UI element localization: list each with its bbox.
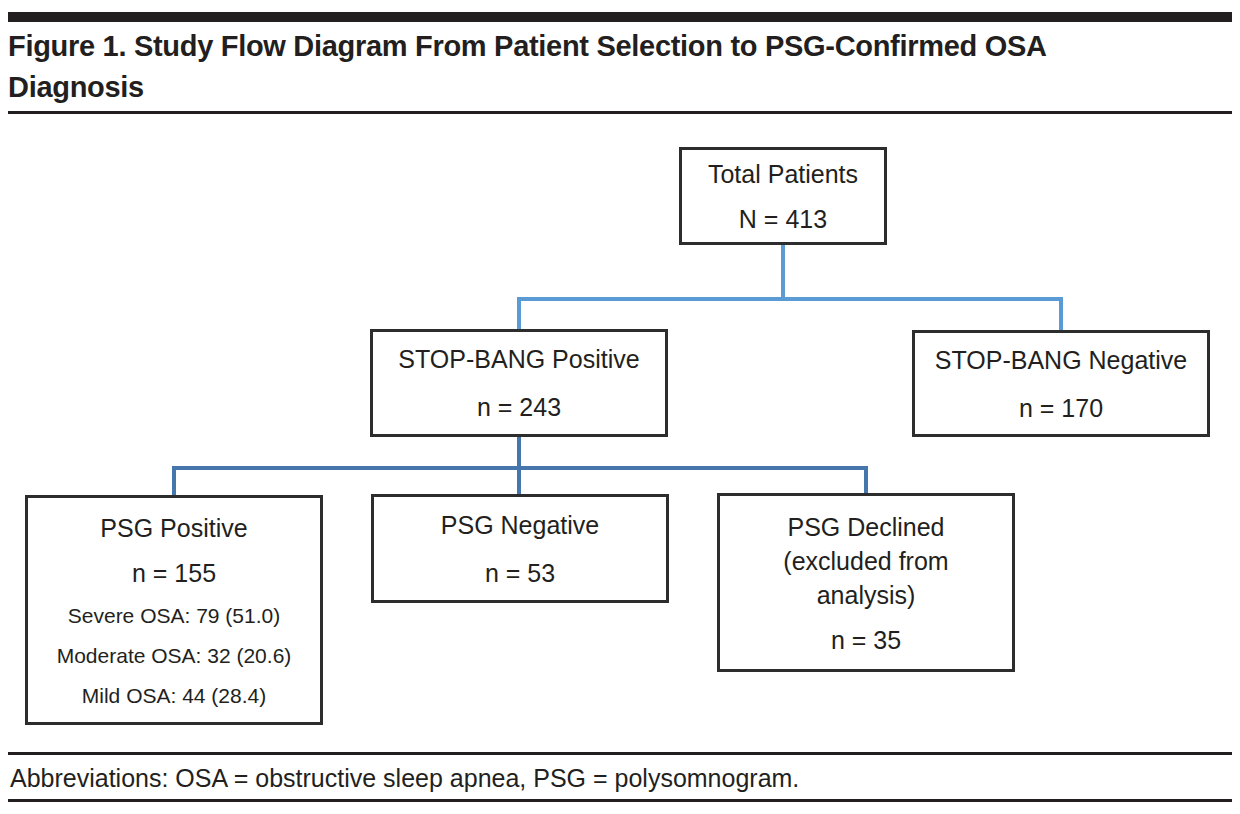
stopbang-positive-count: n = 243 bbox=[477, 392, 561, 422]
stopbang-positive-label: STOP-BANG Positive bbox=[398, 344, 639, 374]
psg-positive-mild-osa: Mild OSA: 44 (28.4) bbox=[82, 683, 266, 708]
connector-stopbang-positive-stem bbox=[517, 437, 521, 468]
flow-box-psg-positive: PSG Positive n = 155 Severe OSA: 79 (51.… bbox=[25, 495, 323, 725]
footer-bottom-rule bbox=[8, 799, 1232, 802]
psg-negative-count: n = 53 bbox=[485, 558, 555, 588]
flow-box-psg-declined: PSG Declined (excluded from analysis) n … bbox=[717, 493, 1015, 672]
stopbang-negative-label: STOP-BANG Negative bbox=[935, 345, 1187, 375]
figure-title-line-1: Figure 1. Study Flow Diagram From Patien… bbox=[8, 26, 1238, 67]
abbreviations-note: Abbreviations: OSA = obstructive sleep a… bbox=[10, 761, 1232, 795]
psg-positive-moderate-osa: Moderate OSA: 32 (20.6) bbox=[57, 643, 292, 668]
flow-box-stopbang-positive: STOP-BANG Positive n = 243 bbox=[370, 329, 668, 437]
flow-box-total-patients: Total Patients N = 413 bbox=[679, 147, 887, 245]
psg-positive-severe-osa: Severe OSA: 79 (51.0) bbox=[68, 603, 280, 628]
figure-header-bar bbox=[8, 12, 1232, 22]
psg-positive-label: PSG Positive bbox=[100, 513, 247, 543]
connector-split2-middle-drop bbox=[517, 468, 521, 495]
flow-box-psg-negative: PSG Negative n = 53 bbox=[371, 494, 669, 603]
connector-split1-left-drop bbox=[517, 299, 521, 330]
psg-declined-label-line-2: (excluded from bbox=[783, 544, 948, 578]
psg-declined-count: n = 35 bbox=[831, 625, 901, 655]
total-patients-label: Total Patients bbox=[708, 159, 858, 189]
connector-total-stem bbox=[781, 245, 785, 301]
psg-declined-label-line-1: PSG Declined bbox=[787, 510, 944, 544]
figure-canvas: Figure 1. Study Flow Diagram From Patien… bbox=[0, 0, 1240, 814]
stopbang-negative-count: n = 170 bbox=[1019, 393, 1103, 423]
psg-positive-count: n = 155 bbox=[132, 558, 216, 588]
connector-split1-horizontal bbox=[517, 297, 1063, 301]
figure-title-line-2: Diagnosis bbox=[8, 67, 1238, 108]
connector-split1-right-drop bbox=[1059, 299, 1063, 331]
psg-negative-label: PSG Negative bbox=[441, 510, 599, 540]
flow-box-stopbang-negative: STOP-BANG Negative n = 170 bbox=[912, 330, 1210, 437]
header-divider-rule bbox=[8, 111, 1232, 114]
psg-declined-label-line-3: analysis) bbox=[817, 578, 916, 612]
connector-split2-right-drop bbox=[864, 468, 868, 494]
connector-split2-left-drop bbox=[172, 468, 176, 496]
total-patients-count: N = 413 bbox=[739, 204, 827, 234]
figure-title: Figure 1. Study Flow Diagram From Patien… bbox=[8, 26, 1238, 108]
footer-top-rule bbox=[8, 752, 1232, 755]
